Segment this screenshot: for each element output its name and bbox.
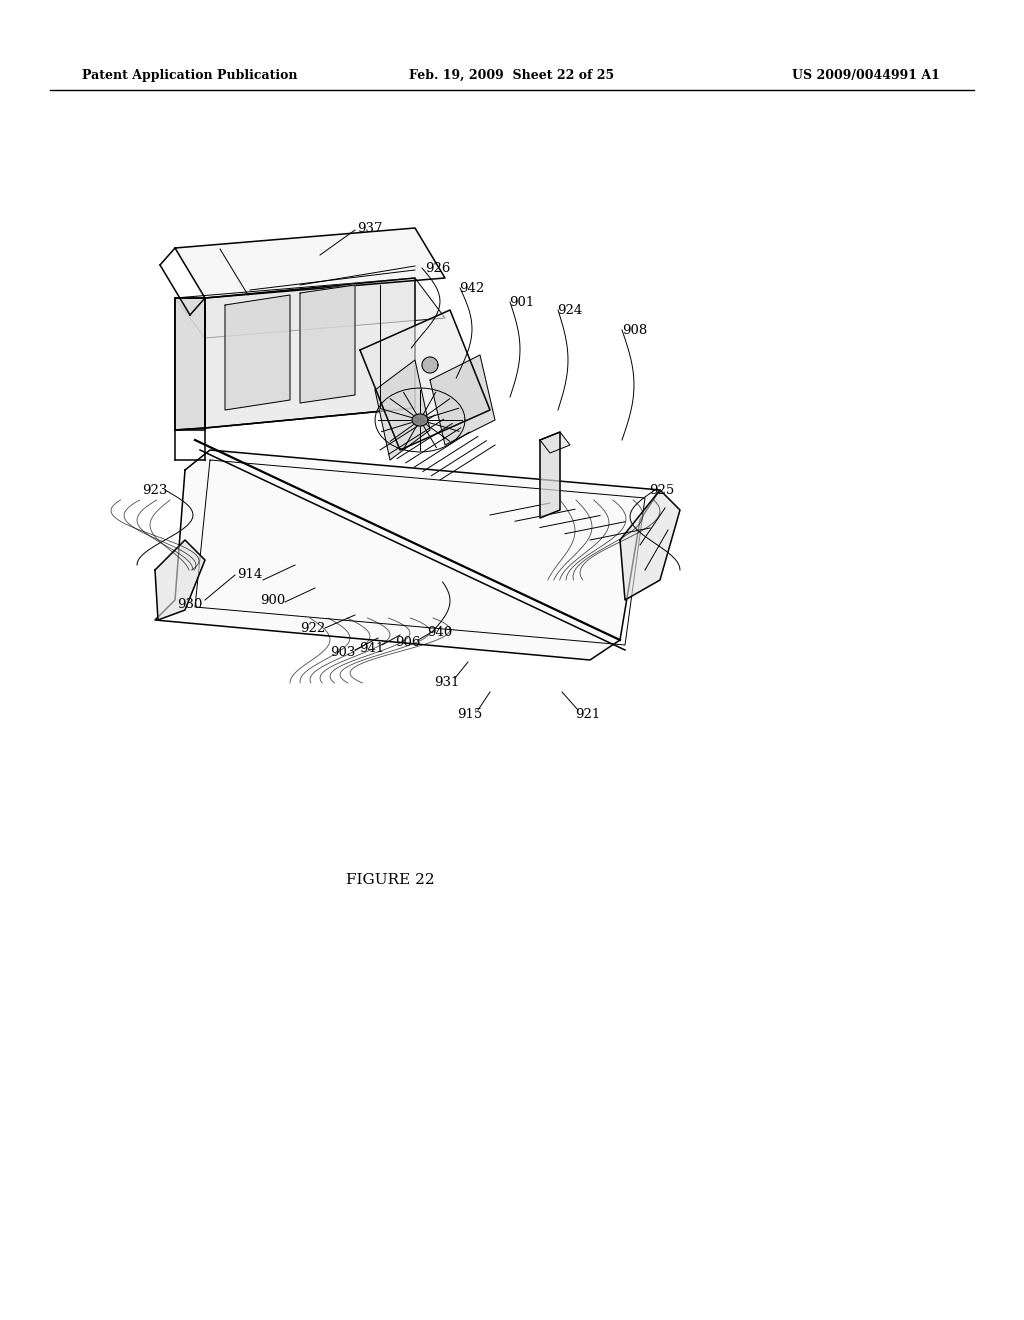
Text: 925: 925 [649,483,675,496]
Text: FIGURE 22: FIGURE 22 [346,873,434,887]
Polygon shape [155,540,205,620]
Text: 921: 921 [575,709,601,722]
Text: 914: 914 [238,569,262,582]
Text: 923: 923 [142,483,168,496]
Text: 906: 906 [395,636,421,649]
Text: 901: 901 [509,296,535,309]
Polygon shape [412,414,428,426]
Polygon shape [430,355,495,445]
Polygon shape [540,432,570,453]
Text: 937: 937 [357,222,383,235]
Polygon shape [175,298,205,430]
Text: 908: 908 [623,323,647,337]
Text: 900: 900 [260,594,286,606]
Polygon shape [155,450,660,660]
Polygon shape [360,310,490,450]
Text: 931: 931 [434,676,460,689]
Text: 926: 926 [425,261,451,275]
Polygon shape [300,285,355,403]
Polygon shape [620,490,680,601]
Text: 922: 922 [300,622,326,635]
Polygon shape [540,432,560,517]
Text: 915: 915 [458,709,482,722]
Polygon shape [175,228,445,298]
Text: 940: 940 [427,626,453,639]
Text: 930: 930 [177,598,203,611]
Polygon shape [422,356,438,374]
Text: Feb. 19, 2009  Sheet 22 of 25: Feb. 19, 2009 Sheet 22 of 25 [410,69,614,82]
Polygon shape [375,360,430,459]
Text: 903: 903 [331,647,355,660]
Polygon shape [225,294,290,411]
Text: Patent Application Publication: Patent Application Publication [82,69,298,82]
Polygon shape [175,279,445,338]
Text: 924: 924 [557,304,583,317]
Text: 942: 942 [460,281,484,294]
Polygon shape [205,279,415,428]
Polygon shape [175,298,205,430]
Text: 941: 941 [359,642,385,655]
Text: US 2009/0044991 A1: US 2009/0044991 A1 [793,69,940,82]
